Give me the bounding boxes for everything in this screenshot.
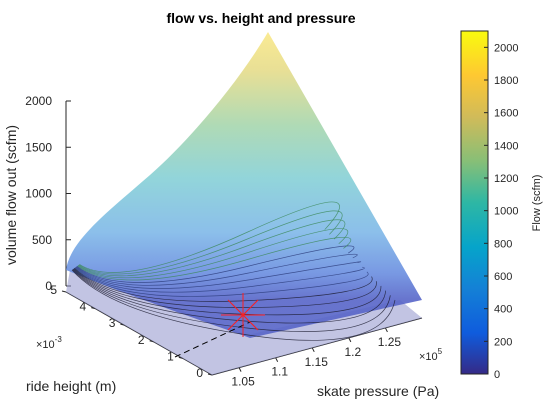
colorbar-tick-label: 1400 — [494, 140, 518, 152]
colorbar-tick-label: 0 — [494, 369, 500, 381]
x-tick-label: 1.25 — [378, 335, 402, 349]
surface-contours — [71, 201, 396, 341]
z-tick-label: 1000 — [25, 187, 52, 201]
x-tick-label: 1.2 — [344, 345, 361, 359]
colorbar-scale — [460, 30, 489, 375]
x-axis: 1.05 1.1 1.15 1.2 1.25 — [211, 317, 423, 389]
colorbar-tick-label: 1800 — [494, 75, 518, 87]
z-tick-label: 500 — [32, 233, 52, 247]
x-tick-label: 1.1 — [271, 365, 288, 379]
colorbar-tick-label: 1600 — [494, 108, 518, 120]
x-tick-mark — [348, 337, 352, 343]
chart-title: flow vs. height and pressure — [166, 10, 355, 26]
contour-line — [74, 267, 369, 297]
colorbar-tick-label: 800 — [494, 238, 512, 250]
y-tick-label: 4 — [80, 300, 87, 314]
y-tick-mark — [120, 323, 125, 326]
z-axis-title: volume flow out (scfm) — [3, 125, 19, 265]
contour-line — [73, 268, 377, 308]
surface — [66, 32, 422, 338]
reference-line — [174, 321, 251, 358]
y-tick-label: 5 — [50, 283, 57, 297]
y-tick-label: 0 — [196, 366, 203, 380]
colorbar-label: Flow (scfm) — [531, 175, 543, 232]
x-tick-mark — [311, 347, 315, 353]
y-tick-label: 2 — [138, 333, 145, 347]
z-tick-label: 2000 — [25, 94, 52, 108]
colorbar-tick-label: 1200 — [494, 173, 518, 185]
x-tick-labels: 1.05 1.1 1.15 1.2 1.25 — [231, 327, 402, 389]
y-tick-label: 1 — [167, 349, 174, 363]
y-tick-mark — [91, 307, 96, 310]
x-tick-mark — [238, 367, 242, 372]
surface-side — [66, 270, 422, 375]
y-axis-multiplier-exponent: -3 — [55, 335, 63, 344]
y-tick-mark — [178, 356, 183, 359]
contour-line — [74, 267, 373, 302]
y-tick-labels: 0 1 2 3 4 5 — [50, 283, 213, 380]
x-axis-multiplier-exponent: 5 — [438, 347, 443, 356]
x-axis-multiplier-base: ×10 — [419, 351, 438, 363]
colorbar-tick-labels: 0 200 400 600 800 1000 1200 1400 1600 1800 2000 — [484, 42, 518, 381]
x-tick-mark — [384, 327, 388, 333]
y-tick-mark — [207, 373, 213, 376]
contour-line — [77, 228, 349, 279]
y-axis-label: ride height (m) — [26, 378, 116, 394]
contour-line — [77, 237, 352, 281]
contour-line — [72, 269, 386, 324]
contour-line — [73, 268, 382, 316]
operating-point-marker — [221, 293, 265, 337]
z-axis-label: volume flow out (scfm) — [3, 125, 19, 265]
x-axis-multiplier: ×105 — [419, 347, 443, 363]
contour-line — [76, 253, 358, 286]
x-tick-label: 1.05 — [231, 375, 255, 389]
colorbar-tick-label: 400 — [494, 304, 512, 316]
x-tick-label: 1.15 — [305, 355, 329, 369]
contour-line — [72, 269, 391, 332]
contour-line — [79, 201, 340, 273]
y-axis-multiplier-base: ×10 — [36, 339, 55, 351]
colorbar-title: Flow (scfm) — [531, 175, 543, 232]
x-axis-label: skate pressure (Pa) — [317, 383, 439, 399]
y-axis-multiplier: ×10-3 — [36, 335, 62, 351]
y-tick-mark — [61, 290, 67, 293]
contour-line — [71, 269, 396, 341]
contour-line — [78, 219, 346, 277]
colorbar-tick-label: 200 — [494, 336, 512, 348]
y-tick-label: 3 — [109, 316, 116, 330]
z-tick-label: 0 — [45, 279, 52, 293]
colorbar: 0 200 400 600 800 1000 1200 1400 1600 1800 2000 Fl… — [460, 30, 543, 381]
y-tick-mark — [149, 340, 154, 343]
colorbar-tick-label: 2000 — [494, 42, 518, 54]
z-tick-labels: 0 500 1000 1500 2000 — [25, 94, 71, 293]
z-tick-label: 1500 — [25, 140, 52, 154]
x-tick-mark — [275, 357, 279, 362]
contour-line — [76, 245, 355, 283]
colorbar-tick-label: 1000 — [494, 206, 518, 218]
operating-point-stroke — [227, 299, 259, 331]
contour-line — [75, 261, 362, 289]
contour-line — [75, 266, 365, 293]
z-axis: 0 500 1000 1500 2000 — [25, 94, 71, 293]
colorbar-tick-label: 600 — [494, 271, 512, 283]
contour-line — [78, 210, 343, 275]
